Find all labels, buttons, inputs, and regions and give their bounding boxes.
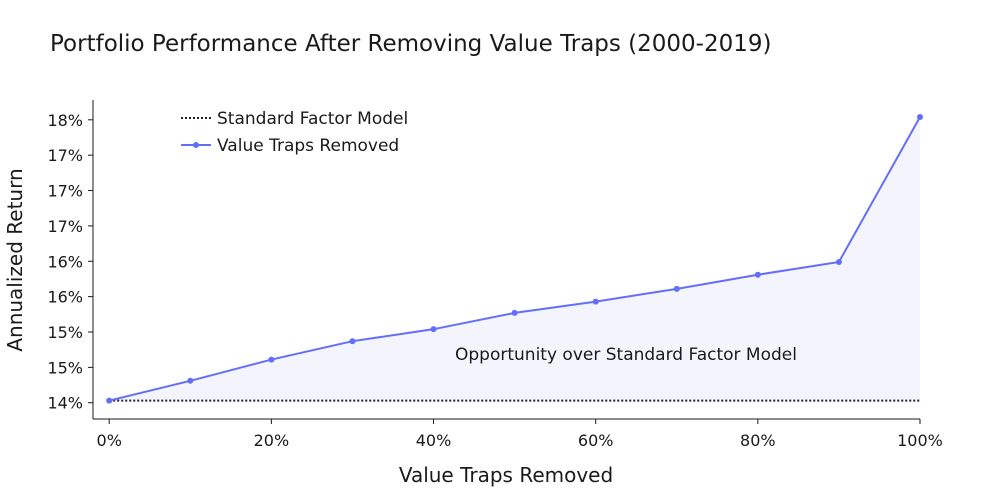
opportunity-fill-area (109, 116, 920, 401)
legend-label-standard-factor-model: Standard Factor Model (217, 109, 408, 129)
data-point-value-traps-removed (187, 377, 194, 384)
y-tick-label: 16% (47, 252, 83, 271)
y-tick-label: 18% (47, 111, 83, 130)
legend: Standard Factor Model Value Traps Remove… (181, 109, 408, 156)
plot-area: Opportunity over Standard Factor Model (106, 113, 923, 404)
opportunity-annotation: Opportunity over Standard Factor Model (455, 345, 797, 365)
legend-label-value-traps-removed: Value Traps Removed (217, 136, 399, 156)
y-axis-ticks: 14% 15% 15% 16% 16% 17% 17% 17% 18% (47, 111, 93, 413)
x-tick-label: 80% (740, 431, 776, 450)
x-axis-title: Value Traps Removed (399, 463, 613, 487)
y-tick-label: 16% (47, 288, 83, 307)
data-point-value-traps-removed (511, 309, 518, 316)
x-tick-label: 60% (578, 431, 614, 450)
series-layer (106, 113, 923, 404)
x-tick-label: 20% (254, 431, 290, 450)
y-tick-label: 17% (47, 217, 83, 236)
axes: 0% 20% 40% 60% 80% 100% 14% 15% 15% 16% 16% 17% 17%… (47, 100, 943, 450)
data-point-value-traps-removed (349, 338, 356, 345)
x-tick-label: 0% (97, 431, 122, 450)
data-point-value-traps-removed (673, 285, 680, 292)
x-tick-label: 100% (897, 431, 943, 450)
data-point-value-traps-removed (430, 326, 437, 333)
chart-title: Portfolio Performance After Removing Val… (50, 31, 772, 57)
y-axis-title: Annualized Return (3, 168, 27, 351)
y-tick-label: 15% (47, 323, 83, 342)
legend-marker-value-traps-removed (193, 142, 199, 148)
x-axis-ticks: 0% 20% 40% 60% 80% 100% (97, 419, 943, 450)
x-tick-label: 40% (416, 431, 452, 450)
y-tick-label: 14% (47, 394, 83, 413)
data-point-value-traps-removed (592, 298, 599, 305)
y-tick-label: 17% (47, 146, 83, 165)
y-tick-label: 17% (47, 182, 83, 201)
data-point-value-traps-removed (917, 113, 923, 120)
y-tick-label: 15% (47, 358, 83, 377)
data-point-value-traps-removed (754, 271, 761, 278)
data-point-value-traps-removed (835, 258, 842, 265)
data-point-value-traps-removed (268, 356, 275, 363)
data-point-value-traps-removed (106, 397, 113, 404)
